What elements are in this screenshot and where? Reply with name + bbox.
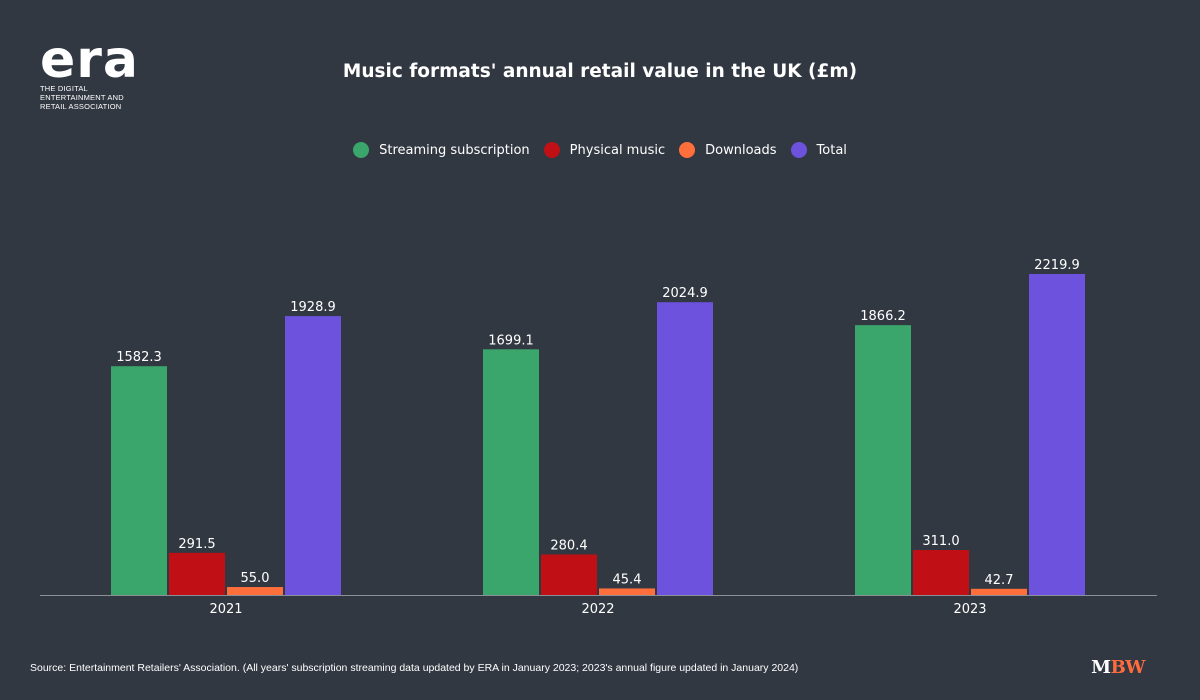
data-label-total-2023: 2219.9 — [1034, 258, 1080, 273]
legend-swatch-streaming — [353, 142, 370, 158]
legend-item-physical[interactable]: Physical music — [543, 142, 666, 158]
data-label-physical-music-2021: 291.5 — [178, 537, 215, 552]
legend-item-streaming[interactable]: Streaming subscription — [353, 142, 530, 158]
mbw-logo-m: M — [1091, 657, 1111, 678]
source-note: Source: Entertainment Retailers' Associa… — [30, 662, 799, 674]
bar-physical-music-2021[interactable] — [169, 552, 225, 595]
legend-item-downloads[interactable]: Downloads — [679, 142, 777, 158]
mbw-logo: MBW — [1091, 657, 1145, 678]
bar-downloads-2023[interactable] — [971, 588, 1027, 595]
chart-legend: Streaming subscription Physical music Do… — [0, 142, 1200, 158]
data-label-streaming-subscription-2022: 1699.1 — [488, 333, 534, 348]
mbw-logo-bw: BW — [1110, 657, 1146, 678]
data-label-downloads-2021: 55.0 — [241, 571, 270, 586]
legend-swatch-physical — [543, 142, 560, 158]
x-tick-label-2023: 2023 — [953, 602, 986, 617]
bar-streaming-subscription-2023[interactable] — [855, 325, 911, 595]
data-label-downloads-2022: 45.4 — [613, 572, 642, 587]
data-label-streaming-subscription-2023: 1866.2 — [860, 309, 906, 324]
data-label-total-2021: 1928.9 — [290, 300, 336, 315]
data-label-physical-music-2022: 280.4 — [550, 538, 587, 553]
era-logo-wordmark: era — [40, 30, 140, 90]
bar-downloads-2022[interactable] — [599, 588, 655, 595]
legend-label-physical: Physical music — [569, 142, 666, 158]
x-tick-label-2022: 2022 — [581, 602, 614, 617]
data-label-downloads-2023: 42.7 — [985, 573, 1014, 588]
legend-swatch-total — [790, 142, 807, 158]
x-tick-label-2021: 2021 — [209, 602, 242, 617]
bar-streaming-subscription-2021[interactable] — [111, 366, 167, 595]
legend-label-streaming: Streaming subscription — [379, 142, 530, 158]
bar-streaming-subscription-2022[interactable] — [483, 349, 539, 595]
data-label-streaming-subscription-2021: 1582.3 — [116, 350, 162, 365]
era-logo: era THE DIGITAL ENTERTAINMENT AND RETAIL… — [40, 30, 160, 111]
data-label-total-2022: 2024.9 — [662, 286, 708, 301]
legend-label-total: Total — [816, 142, 847, 158]
bar-total-2022[interactable] — [657, 302, 713, 595]
chart-title: Music formats' annual retail value in th… — [342, 61, 858, 82]
bar-downloads-2021[interactable] — [227, 587, 283, 595]
bar-physical-music-2022[interactable] — [541, 554, 597, 595]
era-logo-tagline: THE DIGITAL ENTERTAINMENT AND RETAIL ASS… — [40, 84, 124, 111]
bar-total-2021[interactable] — [285, 316, 341, 595]
legend-item-total[interactable]: Total — [790, 142, 847, 158]
data-label-physical-music-2023: 311.0 — [922, 534, 959, 549]
legend-swatch-downloads — [679, 142, 696, 158]
legend-label-downloads: Downloads — [705, 142, 777, 158]
bar-physical-music-2023[interactable] — [913, 550, 969, 595]
bar-total-2023[interactable] — [1029, 274, 1085, 595]
